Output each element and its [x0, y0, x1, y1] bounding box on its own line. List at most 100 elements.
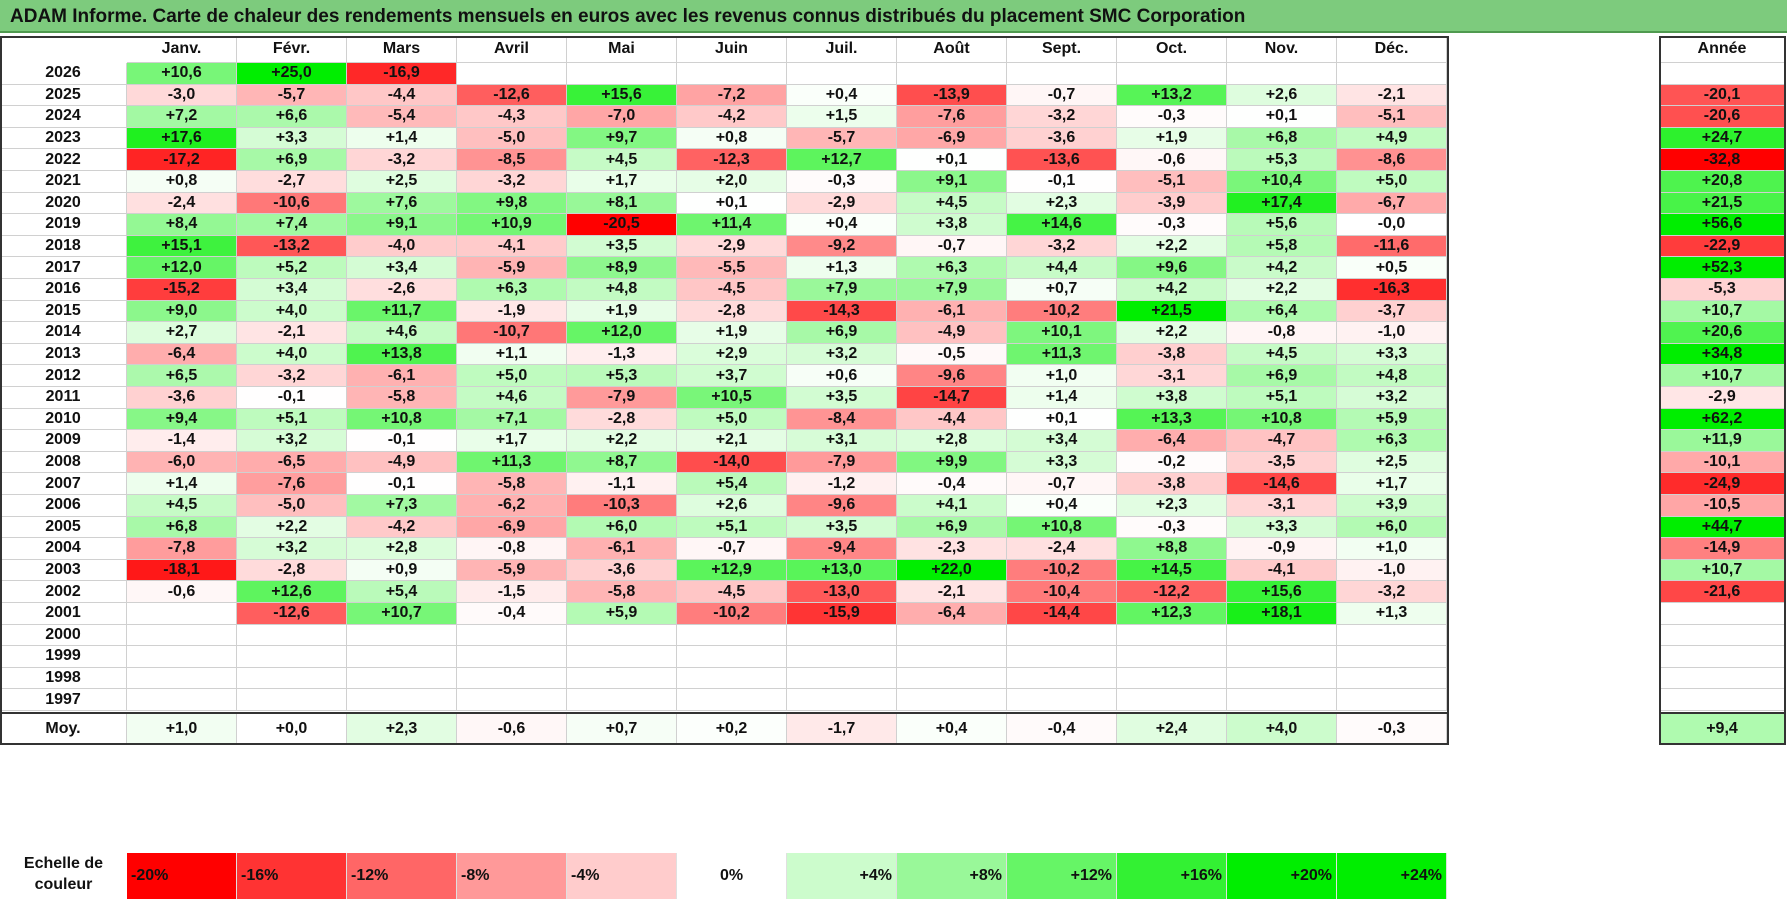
- heatmap-cell: -6,4: [1117, 430, 1227, 452]
- heatmap-cell: -0,7: [1007, 84, 1117, 107]
- heatmap-cell: +6,9: [897, 516, 1007, 539]
- heatmap-cell: -4,2: [677, 106, 787, 128]
- heatmap-cell: +4,2: [1227, 257, 1337, 279]
- heatmap-cell: +5,0: [457, 365, 567, 387]
- heatmap-cell: +11,4: [677, 214, 787, 236]
- heatmap-cell: +15,6: [567, 84, 677, 107]
- chart-title: ADAM Informe. Carte de chaleur des rende…: [0, 0, 1787, 33]
- heatmap-cell: +2,6: [677, 495, 787, 517]
- heatmap-cell: -7,0: [567, 106, 677, 128]
- heatmap-cell: -2,4: [127, 192, 237, 215]
- heatmap-cell: +4,5: [127, 495, 237, 517]
- heatmap-cell: [897, 689, 1007, 711]
- year-label: 2001: [0, 603, 127, 625]
- heatmap-cell: -2,9: [787, 192, 897, 215]
- heatmap-cell: -5,8: [457, 473, 567, 495]
- heatmap-cell: -4,1: [457, 235, 567, 258]
- heatmap-cell: [1007, 667, 1117, 690]
- heatmap-cell: -7,6: [237, 473, 347, 495]
- average-cell: -0,4: [1007, 714, 1117, 745]
- heatmap-cell: -3,2: [347, 149, 457, 171]
- average-cell: -0,6: [457, 714, 567, 745]
- heatmap-cell: +9,8: [457, 192, 567, 215]
- heatmap-cell: -6,4: [897, 603, 1007, 625]
- heatmap-cell: +4,1: [897, 495, 1007, 517]
- heatmap-cell: +1,4: [347, 127, 457, 150]
- annual-cell: +10,7: [1659, 300, 1786, 323]
- heatmap-cell: [897, 646, 1007, 668]
- year-label: 2012: [0, 365, 127, 387]
- heatmap-cell: [457, 646, 567, 668]
- heatmap-cell: -2,9: [677, 235, 787, 258]
- heatmap-cell: +11,3: [1007, 343, 1117, 366]
- heatmap-cell: [1117, 689, 1227, 711]
- heatmap-cell: -15,9: [787, 603, 897, 625]
- annual-cell: +62,2: [1659, 408, 1786, 431]
- annual-cell: +21,5: [1659, 192, 1786, 215]
- heatmap-cell: +6,8: [127, 516, 237, 539]
- year-label: 2018: [0, 235, 127, 258]
- heatmap-cell: +6,0: [567, 516, 677, 539]
- heatmap-cell: [457, 63, 567, 85]
- heatmap-cell: +9,7: [567, 127, 677, 150]
- year-label: 1997: [0, 689, 127, 711]
- heatmap-cell: +13,2: [1117, 84, 1227, 107]
- heatmap-cell: -2,7: [237, 171, 347, 193]
- heatmap-cell: [1227, 624, 1337, 647]
- heatmap-cell: -7,2: [677, 84, 787, 107]
- heatmap-cell: [1117, 63, 1227, 85]
- heatmap-cell: +12,6: [237, 581, 347, 603]
- heatmap-cell: [787, 646, 897, 668]
- legend-stop: +12%: [1007, 853, 1117, 899]
- year-label: 2026: [0, 63, 127, 85]
- heatmap-cell: +1,4: [127, 473, 237, 495]
- heatmap-cell: +12,7: [787, 149, 897, 171]
- heatmap-cell: -3,0: [127, 84, 237, 107]
- heatmap-cell: +5,3: [567, 365, 677, 387]
- heatmap-cell: -4,4: [897, 408, 1007, 431]
- heatmap-cell: +4,6: [457, 387, 567, 409]
- heatmap-cell: -3,1: [1227, 495, 1337, 517]
- heatmap-cell: -0,3: [1117, 106, 1227, 128]
- heatmap-cell: -3,9: [1117, 192, 1227, 215]
- heatmap-cell: +7,9: [897, 279, 1007, 301]
- heatmap-cell: +3,3: [1007, 451, 1117, 474]
- heatmap-cell: -5,5: [677, 257, 787, 279]
- average-cell: +4,0: [1227, 714, 1337, 745]
- heatmap-cell: -2,8: [677, 300, 787, 323]
- heatmap-cell: -3,6: [127, 387, 237, 409]
- heatmap-cell: +5,6: [1227, 214, 1337, 236]
- heatmap-cell: -5,9: [457, 257, 567, 279]
- heatmap-cell: -13,6: [1007, 149, 1117, 171]
- heatmap-cell: +2,2: [1117, 322, 1227, 344]
- annual-cell: +10,7: [1659, 559, 1786, 582]
- year-label: 2008: [0, 451, 127, 474]
- heatmap-cell: +3,4: [1007, 430, 1117, 452]
- heatmap-cell: +12,3: [1117, 603, 1227, 625]
- heatmap-cell: -5,4: [347, 106, 457, 128]
- heatmap-cell: +4,4: [1007, 257, 1117, 279]
- heatmap-cell: +1,0: [1337, 538, 1447, 560]
- heatmap-cell: -7,8: [127, 538, 237, 560]
- heatmap-cell: [237, 624, 347, 647]
- average-separator: [0, 712, 1449, 714]
- heatmap-cell: -9,6: [787, 495, 897, 517]
- heatmap-cell: +2,2: [567, 430, 677, 452]
- heatmap-cell: +3,8: [1117, 387, 1227, 409]
- annual-cell: -10,5: [1659, 495, 1786, 517]
- month-header: Janv.: [127, 36, 237, 63]
- heatmap-cell: -2,1: [237, 322, 347, 344]
- heatmap-cell: +3,2: [787, 343, 897, 366]
- annual-cell: -5,3: [1659, 279, 1786, 301]
- month-header: Sept.: [1007, 36, 1117, 63]
- month-header: Mars: [347, 36, 457, 63]
- heatmap-cell: [457, 667, 567, 690]
- heatmap-cell: +2,8: [347, 538, 457, 560]
- annual-cell: +10,7: [1659, 365, 1786, 387]
- heatmap-cell: +5,1: [237, 408, 347, 431]
- heatmap-cell: [1117, 646, 1227, 668]
- heatmap-cell: +2,2: [237, 516, 347, 539]
- heatmap-cell: -5,9: [457, 559, 567, 582]
- annual-cell: -20,1: [1659, 84, 1786, 107]
- heatmap-cell: +8,7: [567, 451, 677, 474]
